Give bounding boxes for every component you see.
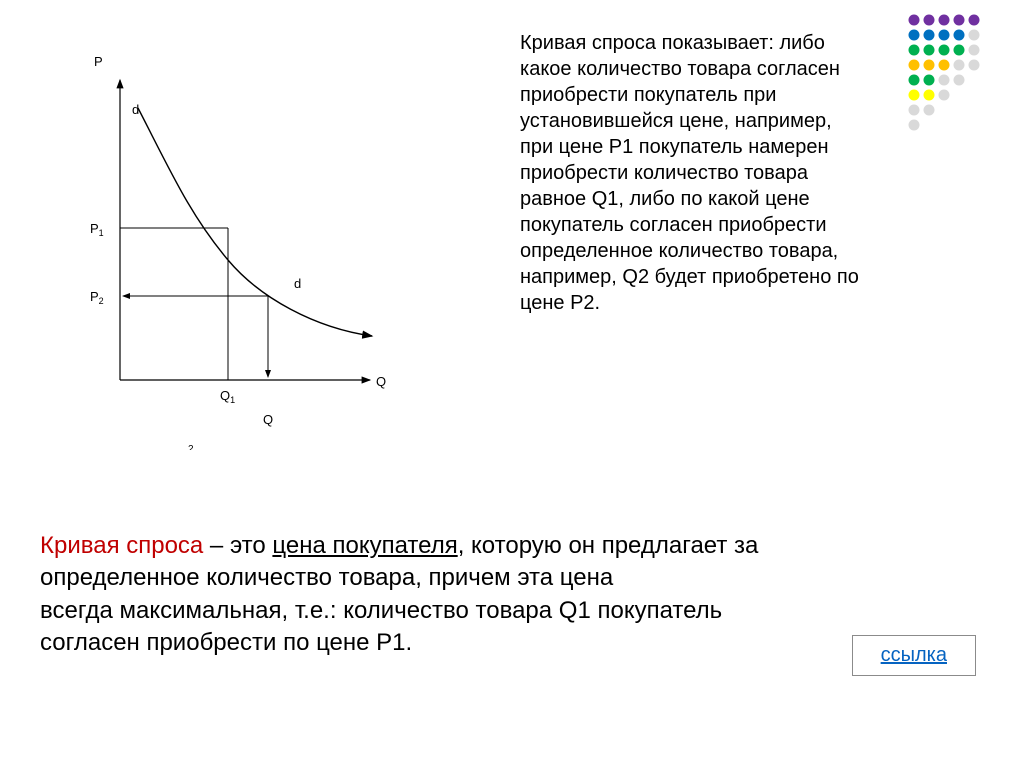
svg-text:Q1: Q1 <box>220 388 235 405</box>
svg-text:d: d <box>132 102 139 117</box>
svg-text:Q: Q <box>376 374 386 389</box>
svg-text:P1: P1 <box>90 221 104 238</box>
definition-underlined: цена покупателя <box>272 532 457 559</box>
svg-text:P2: P2 <box>90 289 104 306</box>
demand-chart: PQddP1P2Q1Q2 <box>60 20 400 440</box>
svg-text:P: P <box>94 54 103 69</box>
definition-term: Кривая спроса <box>40 532 203 559</box>
definition-paragraph: Кривая спроса – это цена покупателя, кот… <box>40 530 890 660</box>
svg-text:Q: Q <box>263 412 273 427</box>
link-box: ссылка <box>852 635 976 676</box>
reference-link[interactable]: ссылка <box>881 644 947 666</box>
explanation-text: Кривая спроса показывает: либо какое кол… <box>400 20 984 440</box>
svg-text:d: d <box>294 276 301 291</box>
svg-text:2: 2 <box>188 444 194 450</box>
dots-decoration <box>904 10 994 145</box>
